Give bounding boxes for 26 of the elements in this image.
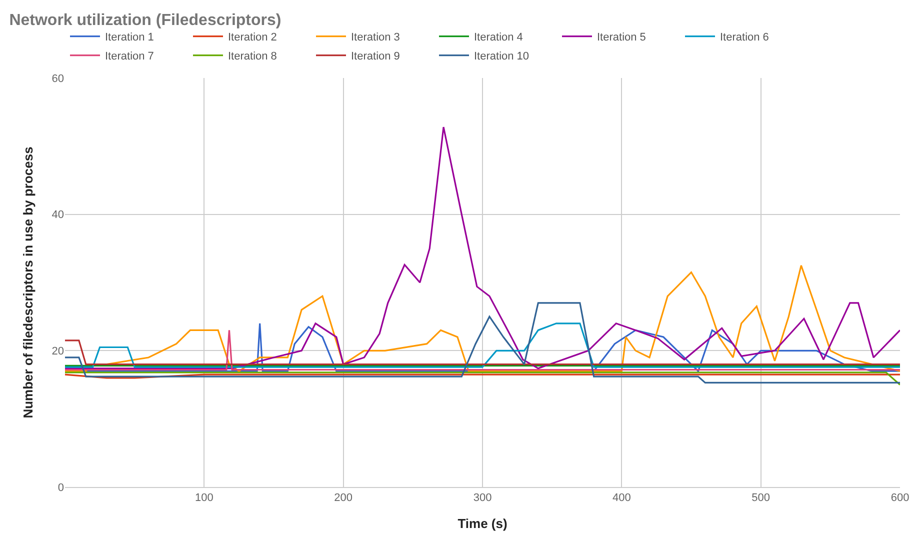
legend-label: Iteration 5 [597, 32, 646, 44]
y-tick-label: 0 [58, 482, 64, 494]
legend-label: Iteration 1 [105, 32, 154, 44]
line-series [65, 264, 900, 372]
legend-label: Iteration 9 [351, 50, 400, 63]
x-tick-label: 500 [752, 492, 770, 504]
legend-label: Iteration 3 [351, 32, 400, 44]
legend-label: Iteration 2 [228, 32, 277, 44]
x-tick-label: 200 [334, 492, 353, 504]
y-tick-label: 40 [52, 209, 64, 222]
line-series [65, 126, 900, 370]
legend-label: Iteration 10 [474, 50, 530, 63]
x-tick-label: 100 [194, 492, 214, 504]
legend-label: Iteration 6 [720, 32, 769, 44]
legend-label: Iteration 4 [474, 32, 523, 44]
x-tick-label: 400 [612, 492, 631, 504]
legend-label: Iteration 7 [105, 50, 154, 63]
y-tick-label: 20 [52, 346, 64, 358]
x-tick-label: 600 [890, 492, 910, 504]
legend-label: Iteration 8 [228, 50, 277, 63]
y-axis-title: Number of filedescriptors in use by process [20, 146, 36, 418]
x-tick-label: 300 [473, 492, 492, 504]
y-tick-label: 60 [52, 72, 64, 85]
chart-title: Network utilization (Filedescriptors) [9, 12, 282, 29]
x-axis-title: Time (s) [458, 516, 508, 531]
line-series [65, 302, 900, 384]
